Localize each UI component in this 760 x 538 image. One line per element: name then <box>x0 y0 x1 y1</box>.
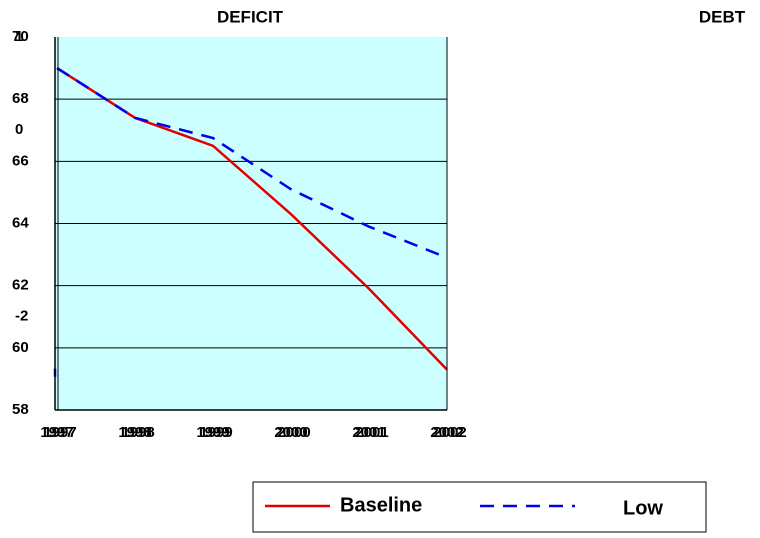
x-tick-label: 1997 <box>40 424 73 441</box>
x-tick-label: 2000 <box>274 424 307 441</box>
x-tick-label: 2001 <box>355 424 388 441</box>
x-tick-label: 2002 <box>433 424 466 441</box>
legend-label: Baseline <box>340 494 422 516</box>
x-tick-label: 1999 <box>199 424 232 441</box>
x-tick-label: 2001 <box>352 424 385 441</box>
y-tick-label: 64 <box>12 214 29 231</box>
y-tick-label: 0 <box>15 121 23 138</box>
x-tick-label: 1997 <box>43 424 76 441</box>
y-tick-label: 66 <box>12 152 29 169</box>
x-tick-label: 2002 <box>430 424 463 441</box>
x-tick-label: 1998 <box>121 424 154 441</box>
x-tick-label: 1998 <box>118 424 151 441</box>
y-tick-label: 58 <box>12 401 29 418</box>
y-tick-label: 68 <box>12 90 29 107</box>
chart-title: DEBT <box>699 7 746 26</box>
y-tick-label: -2 <box>15 308 28 325</box>
y-tick-label: 62 <box>12 277 29 294</box>
y-tick-label: 1 <box>15 28 23 45</box>
x-tick-label: 1999 <box>196 424 229 441</box>
x-tick-label: 2000 <box>277 424 310 441</box>
y-tick-label: 70 <box>12 28 29 45</box>
legend-label: Low <box>623 497 663 519</box>
y-tick-label: 60 <box>12 339 29 356</box>
chart-title: DEFICIT <box>217 7 284 26</box>
series-line <box>56 67 448 259</box>
